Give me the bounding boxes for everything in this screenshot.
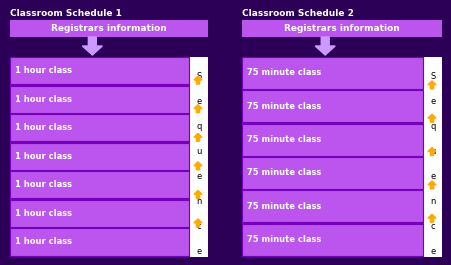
Bar xyxy=(241,124,422,156)
Text: 75 minute class: 75 minute class xyxy=(246,169,321,177)
Text: 1 hour class: 1 hour class xyxy=(15,180,72,189)
Text: c: c xyxy=(196,222,201,231)
Text: 1 hour class: 1 hour class xyxy=(15,95,72,104)
Text: 75 minute class: 75 minute class xyxy=(246,202,321,211)
Text: e: e xyxy=(196,172,201,181)
Polygon shape xyxy=(427,214,435,222)
Text: c: c xyxy=(430,222,434,231)
Bar xyxy=(10,143,189,170)
Bar xyxy=(10,57,189,84)
Bar xyxy=(241,57,422,89)
Bar xyxy=(241,20,441,37)
Text: Registrars information: Registrars information xyxy=(51,24,166,33)
Polygon shape xyxy=(193,162,202,170)
Bar xyxy=(10,228,189,255)
Text: 75 minute class: 75 minute class xyxy=(246,68,321,77)
Bar xyxy=(241,190,422,222)
Polygon shape xyxy=(193,190,202,198)
Text: n: n xyxy=(429,197,435,206)
Bar xyxy=(189,57,207,257)
Text: q: q xyxy=(429,122,435,131)
Polygon shape xyxy=(193,219,202,227)
Text: n: n xyxy=(196,197,201,206)
Text: u: u xyxy=(196,147,201,156)
Polygon shape xyxy=(427,181,435,189)
Text: e: e xyxy=(196,247,201,256)
Text: u: u xyxy=(429,147,435,156)
Text: Registrars information: Registrars information xyxy=(284,24,399,33)
Polygon shape xyxy=(427,114,435,122)
Polygon shape xyxy=(193,76,202,84)
Polygon shape xyxy=(314,37,335,55)
Bar xyxy=(5,5,212,260)
Polygon shape xyxy=(82,37,102,55)
Bar xyxy=(241,90,422,122)
Bar xyxy=(10,57,207,257)
Text: Classroom Schedule 1: Classroom Schedule 1 xyxy=(10,9,122,18)
Text: e: e xyxy=(429,172,435,181)
Polygon shape xyxy=(193,105,202,113)
Text: 75 minute class: 75 minute class xyxy=(246,235,321,244)
Text: 1 hour class: 1 hour class xyxy=(15,237,72,246)
Bar xyxy=(423,57,441,257)
Bar xyxy=(241,224,422,255)
Text: S: S xyxy=(429,72,435,81)
Text: 1 hour class: 1 hour class xyxy=(15,209,72,218)
Bar xyxy=(10,200,189,227)
Bar xyxy=(10,114,189,141)
Bar xyxy=(241,57,441,257)
Polygon shape xyxy=(427,148,435,156)
Text: q: q xyxy=(196,122,201,131)
Text: Classroom Schedule 2: Classroom Schedule 2 xyxy=(241,9,353,18)
Text: e: e xyxy=(196,97,201,106)
Text: e: e xyxy=(429,97,435,106)
Bar xyxy=(10,86,189,113)
Bar xyxy=(10,171,189,198)
Bar xyxy=(241,157,422,189)
Bar xyxy=(236,5,446,260)
Text: 75 minute class: 75 minute class xyxy=(246,102,321,111)
Bar xyxy=(10,20,207,37)
Text: e: e xyxy=(429,247,435,256)
Polygon shape xyxy=(193,133,202,141)
Text: 1 hour class: 1 hour class xyxy=(15,123,72,132)
Text: S: S xyxy=(196,72,201,81)
Polygon shape xyxy=(427,81,435,89)
Text: 75 minute class: 75 minute class xyxy=(246,135,321,144)
Text: 1 hour class: 1 hour class xyxy=(15,66,72,75)
Text: 1 hour class: 1 hour class xyxy=(15,152,72,161)
